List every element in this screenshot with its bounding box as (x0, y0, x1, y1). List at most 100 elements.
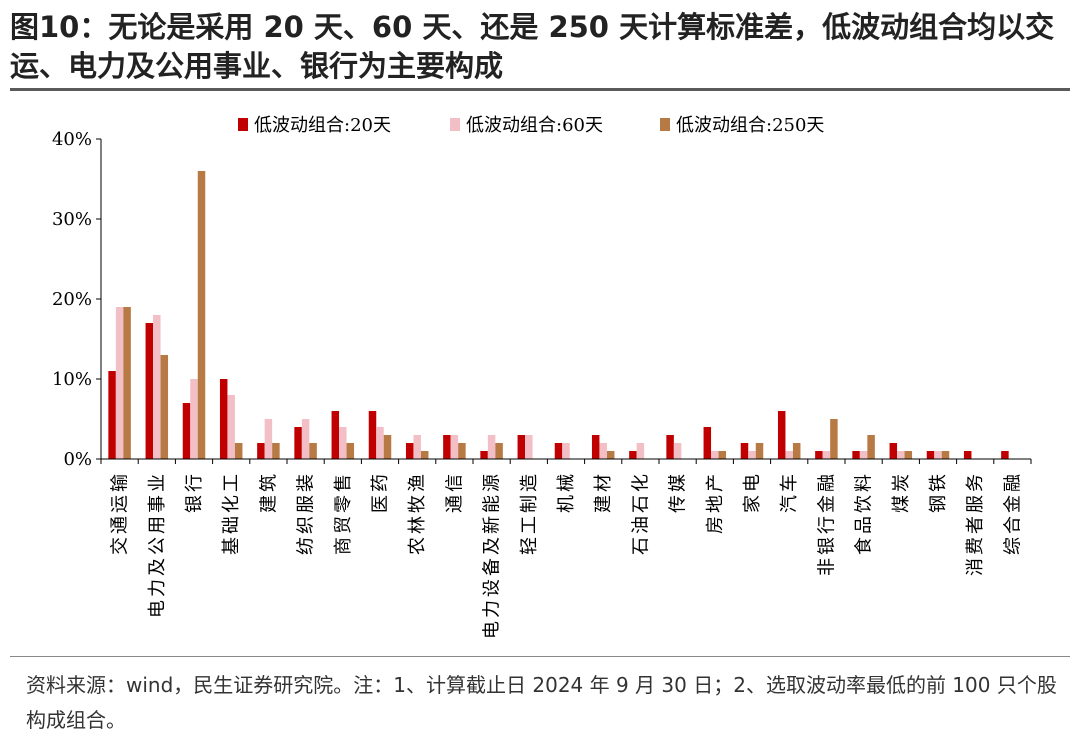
y-tick-label: 20% (52, 289, 92, 310)
bar-1-16 (711, 451, 719, 459)
x-tick-label: 交通运输 (110, 471, 131, 555)
bar-0-24 (1001, 451, 1009, 459)
bar-0-6 (331, 411, 340, 459)
source-note: 资料来源：wind，民生证券研究院。注：1、计算截止日 2024 年 9 月 3… (26, 673, 1057, 732)
y-axis: 0% 10% 20% 30% 40% (52, 129, 102, 470)
bar-2-17 (755, 443, 764, 459)
legend-swatch-2 (660, 118, 670, 131)
bar-1-7 (376, 427, 384, 459)
x-tick-label: 消费者服务 (965, 471, 986, 576)
bar-0-15 (666, 435, 674, 459)
bar-0-21 (889, 443, 898, 459)
bar-1-11 (525, 435, 533, 459)
bar-2-8 (420, 451, 429, 459)
bar-2-4 (272, 443, 280, 459)
bar-2-18 (792, 443, 801, 459)
bar-2-5 (309, 443, 317, 459)
legend-swatch-0 (238, 118, 248, 131)
bar-1-14 (636, 443, 645, 459)
bar-1-8 (413, 435, 421, 459)
x-tick-label: 煤炭 (891, 471, 912, 513)
bar-0-13 (591, 435, 600, 459)
bar-1-21 (897, 451, 905, 459)
y-tick-label: 10% (52, 369, 92, 390)
bar-2-22 (941, 451, 950, 459)
bar-1-17 (748, 451, 756, 459)
x-tick-label: 银行 (184, 471, 205, 513)
bar-0-14 (629, 451, 637, 459)
bar-2-2 (197, 171, 206, 459)
bar-0-16 (703, 427, 712, 459)
bar-2-0 (123, 307, 131, 459)
bar-0-11 (517, 435, 526, 459)
bar-1-10 (487, 435, 496, 459)
x-tick-label: 非银行金融 (816, 471, 837, 576)
bar-0-1 (145, 323, 154, 459)
chart-title: 图10：无论是采用 20 天、60 天、还是 250 天计算标准差，低波动组合均… (10, 10, 1055, 83)
bar-0-4 (257, 443, 265, 459)
bar-0-10 (480, 451, 488, 459)
x-tick-label: 房地产 (705, 471, 726, 534)
bar-1-6 (339, 427, 347, 459)
bar-0-18 (777, 411, 786, 459)
x-tick-label: 综合金融 (1002, 471, 1023, 555)
y-tick-label: 30% (52, 209, 92, 230)
x-tick-label: 汽车 (779, 471, 800, 513)
bar-0-5 (294, 427, 302, 459)
x-tick-label: 传媒 (668, 471, 689, 513)
bar-1-5 (301, 419, 310, 459)
x-tick-label: 建材 (593, 471, 614, 513)
legend-label-1: 低波动组合:60天 (466, 115, 603, 136)
bar-2-16 (718, 451, 727, 459)
x-tick-label: 医药 (370, 471, 391, 513)
bar-2-21 (904, 451, 913, 459)
bar-1-15 (673, 443, 682, 459)
legend-swatch-1 (450, 118, 460, 131)
x-tick-label: 通信 (444, 471, 465, 513)
bar-0-8 (405, 443, 414, 459)
bar-1-18 (785, 451, 793, 459)
x-tick-label: 建筑 (258, 471, 279, 513)
bar-0-7 (368, 411, 377, 459)
title-divider (10, 88, 1070, 91)
bar-1-19 (822, 451, 831, 459)
bar-series (108, 171, 1009, 459)
bar-0-3 (219, 379, 228, 459)
x-tick-label: 家电 (742, 471, 763, 513)
bar-0-22 (926, 451, 935, 459)
x-tick-label: 商贸零售 (333, 471, 354, 555)
bar-1-20 (859, 451, 868, 459)
bar-2-10 (495, 443, 503, 459)
x-tick-label: 纺织服装 (296, 471, 317, 555)
bar-1-3 (227, 395, 235, 459)
chart-legend: 低波动组合:20天 低波动组合:60天 低波动组合:250天 (238, 115, 824, 136)
bar-0-2 (182, 403, 191, 459)
bar-1-1 (153, 315, 161, 459)
legend-label-0: 低波动组合:20天 (254, 115, 391, 136)
bar-0-20 (852, 451, 860, 459)
x-tick-label: 钢铁 (928, 471, 949, 513)
bar-1-0 (115, 307, 124, 459)
bar-chart: 低波动组合:20天 低波动组合:60天 低波动组合:250天 0% 10% 20% 30%… (52, 115, 1032, 639)
bar-0-19 (815, 451, 823, 459)
bar-2-13 (606, 451, 615, 459)
bar-2-3 (234, 443, 243, 459)
x-tick-label: 食品饮料 (854, 471, 875, 555)
bar-2-6 (346, 443, 355, 459)
bar-1-12 (562, 443, 570, 459)
bar-1-2 (190, 379, 198, 459)
bar-2-19 (830, 419, 838, 459)
bar-0-12 (554, 443, 563, 459)
bar-1-22 (934, 451, 942, 459)
bar-0-0 (108, 371, 116, 459)
bar-0-9 (443, 435, 451, 459)
bar-2-7 (383, 435, 392, 459)
y-tick-label: 40% (52, 129, 92, 150)
bar-1-4 (264, 419, 273, 459)
x-tick-label: 轻工制造 (519, 471, 540, 555)
x-tick-label: 机械 (556, 471, 577, 513)
x-tick-label: 电力设备及新能源 (482, 471, 503, 639)
legend-label-2: 低波动组合:250天 (676, 115, 824, 136)
footer-divider (10, 656, 1070, 657)
x-axis: 交通运输 电力及公用事业 银行 基础化工 建筑 纺织服装 商贸零售 医药 农林牧渔 通信 电力设备及… (100, 458, 1032, 639)
